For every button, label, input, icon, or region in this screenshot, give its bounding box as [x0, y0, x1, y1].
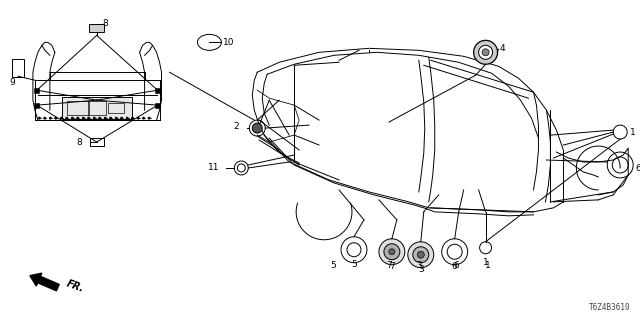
- Text: 1: 1: [484, 261, 490, 270]
- Text: 7: 7: [386, 261, 392, 270]
- Bar: [67, 101, 89, 115]
- Circle shape: [142, 117, 145, 119]
- Bar: [35, 103, 40, 108]
- Circle shape: [252, 123, 262, 133]
- Text: 4: 4: [500, 44, 505, 53]
- Text: 6: 6: [635, 164, 640, 173]
- Bar: [62, 97, 132, 119]
- Circle shape: [54, 117, 57, 119]
- Circle shape: [104, 117, 106, 119]
- Text: 8: 8: [76, 138, 82, 147]
- Text: 8: 8: [102, 19, 108, 28]
- Circle shape: [93, 117, 95, 119]
- Text: 11: 11: [208, 164, 220, 172]
- Circle shape: [148, 117, 150, 119]
- Circle shape: [379, 239, 405, 265]
- Text: 6: 6: [454, 261, 460, 270]
- Circle shape: [126, 117, 129, 119]
- Bar: [90, 138, 104, 146]
- Circle shape: [417, 251, 424, 258]
- Circle shape: [44, 117, 46, 119]
- Circle shape: [60, 117, 63, 119]
- Text: 2: 2: [234, 122, 239, 131]
- Text: FR.: FR.: [65, 279, 85, 294]
- Text: 10: 10: [223, 38, 235, 47]
- Circle shape: [115, 117, 117, 119]
- Circle shape: [120, 117, 123, 119]
- Bar: [108, 103, 124, 113]
- Text: 5: 5: [330, 261, 336, 270]
- Text: 3: 3: [416, 261, 422, 270]
- Bar: [155, 88, 160, 93]
- Circle shape: [99, 117, 101, 119]
- Text: T6Z4B3610: T6Z4B3610: [589, 303, 630, 312]
- Circle shape: [49, 117, 52, 119]
- Circle shape: [474, 40, 497, 64]
- Circle shape: [482, 49, 489, 56]
- Circle shape: [137, 117, 140, 119]
- Circle shape: [38, 117, 40, 119]
- Circle shape: [389, 249, 395, 255]
- Text: 1: 1: [483, 258, 488, 267]
- Bar: [155, 103, 160, 108]
- Text: 6: 6: [452, 262, 458, 271]
- Circle shape: [384, 244, 400, 260]
- Bar: [89, 24, 104, 32]
- Circle shape: [77, 117, 79, 119]
- Circle shape: [82, 117, 84, 119]
- Text: 3: 3: [418, 265, 424, 274]
- Circle shape: [413, 247, 429, 263]
- Bar: [88, 101, 106, 115]
- FancyArrow shape: [30, 273, 60, 291]
- Text: 1: 1: [630, 128, 636, 137]
- Text: 7: 7: [389, 262, 395, 271]
- Circle shape: [408, 242, 434, 268]
- Bar: [35, 88, 40, 93]
- Circle shape: [131, 117, 134, 119]
- Circle shape: [479, 45, 493, 59]
- Circle shape: [88, 117, 90, 119]
- Bar: [12, 59, 24, 77]
- Circle shape: [109, 117, 112, 119]
- Text: 9: 9: [9, 78, 15, 87]
- Circle shape: [66, 117, 68, 119]
- Text: 5: 5: [351, 260, 357, 269]
- Circle shape: [71, 117, 74, 119]
